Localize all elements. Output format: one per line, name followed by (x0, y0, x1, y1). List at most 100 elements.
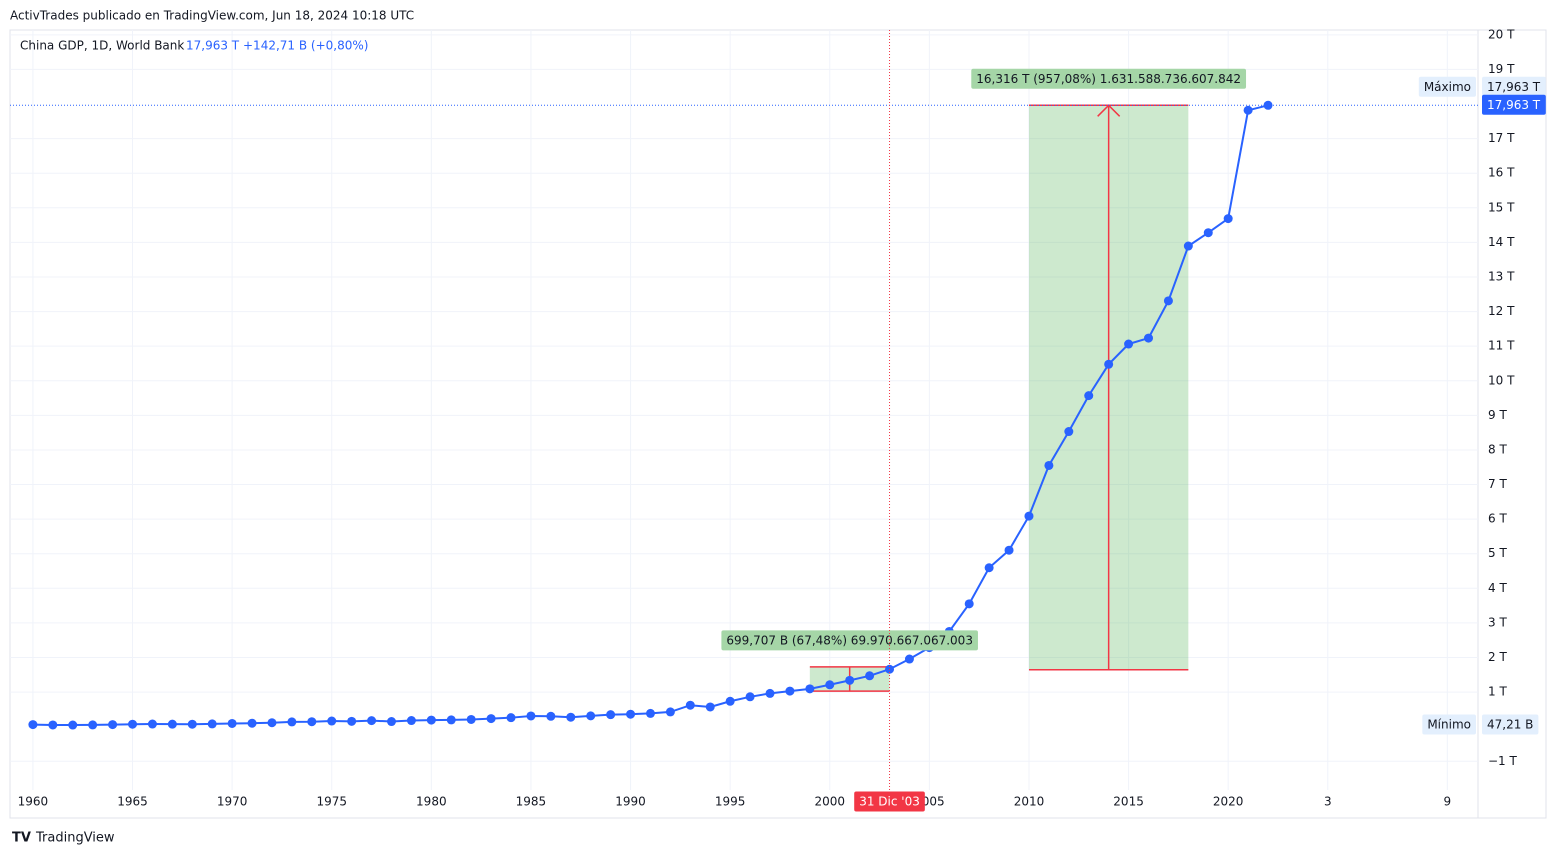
point (665, 707, 675, 717)
point (825, 680, 835, 690)
point (1064, 427, 1074, 437)
point (586, 711, 596, 721)
point (1263, 100, 1273, 110)
point (685, 700, 695, 710)
x-tick-label: 3 (1324, 795, 1332, 809)
point (745, 692, 755, 702)
y-tick-label: 6 T (1488, 512, 1507, 526)
x-tick-label: 1985 (516, 795, 547, 809)
point (865, 671, 875, 681)
x-tick-label: 1965 (117, 795, 148, 809)
max-text: Máximo (1424, 80, 1471, 94)
point (367, 716, 377, 726)
change: +142,71 B (+0,80%) (243, 39, 368, 53)
last-price-label-bg (1482, 94, 1546, 115)
y-tick-label: 13 T (1488, 269, 1515, 283)
point (88, 720, 98, 730)
chart-title: China GDP, 1D, World Bank (20, 39, 184, 53)
point (426, 715, 436, 725)
point (147, 719, 157, 729)
y-tick-label: 7 T (1488, 477, 1507, 491)
point (1223, 214, 1233, 224)
point (1243, 105, 1253, 115)
point (327, 716, 337, 726)
point (207, 719, 217, 729)
y-tick-label: 20 T (1488, 27, 1515, 41)
x-tick-label: 2020 (1213, 795, 1244, 809)
point (705, 702, 715, 712)
point (1024, 511, 1034, 521)
frame (9, 29, 1547, 819)
measure-label-bg (721, 630, 978, 651)
point (845, 675, 855, 685)
x-tick-label: 1980 (416, 795, 447, 809)
x-tick-label: 1995 (715, 795, 746, 809)
x-tick-label: 1975 (316, 795, 347, 809)
y-tick-label: 11 T (1488, 339, 1515, 353)
point (48, 720, 58, 730)
point (765, 688, 775, 698)
max-text-bg (1418, 76, 1476, 97)
min-text: Mínimo (1427, 718, 1471, 732)
crosshair-label-bg (854, 791, 925, 812)
point (1084, 391, 1094, 401)
point (68, 720, 78, 730)
point (526, 711, 536, 721)
point (984, 563, 994, 573)
point (1004, 545, 1014, 555)
crosshair-label: 31 Dic '03 (859, 795, 920, 809)
point (725, 696, 735, 706)
measure-label-bg (971, 68, 1247, 89)
y-tick-label: 12 T (1488, 304, 1515, 318)
point (506, 713, 516, 723)
plot (28, 100, 1273, 730)
point (805, 684, 815, 694)
measure-label: 16,316 T (957,08%) 1.631.588.736.607.842 (976, 72, 1241, 86)
point (1104, 359, 1114, 369)
last-value: 17,963 T (186, 39, 240, 53)
y-tick-label: 1 T (1488, 685, 1507, 699)
x-tick-label: 1960 (18, 795, 49, 809)
y-tick-label: 5 T (1488, 546, 1507, 560)
x-tick-label: 1990 (615, 795, 646, 809)
point (267, 718, 277, 728)
min-value-bg (1482, 714, 1539, 735)
point (486, 714, 496, 724)
point (1183, 241, 1193, 251)
point (546, 711, 556, 721)
y-tick-label: 9 T (1488, 408, 1507, 422)
point (167, 719, 177, 729)
footer: TradingView (35, 831, 115, 846)
point (785, 686, 795, 696)
point (904, 654, 914, 664)
point (1124, 339, 1134, 349)
y-tick-label: −1 T (1488, 754, 1518, 768)
min-value: 47,21 B (1487, 718, 1533, 732)
min-text-bg (1422, 714, 1476, 735)
y-tick-label: 3 T (1488, 615, 1507, 629)
y-tick-label: 19 T (1488, 62, 1515, 76)
point (606, 710, 616, 720)
point (964, 599, 974, 609)
point (287, 717, 297, 727)
point (1163, 296, 1173, 306)
point (1144, 333, 1154, 343)
point (1044, 460, 1054, 470)
last-price-label: 17,963 T (1487, 98, 1541, 112)
point (645, 708, 655, 718)
point (227, 718, 237, 728)
point (446, 715, 456, 725)
x-tick-label: 9 (1444, 795, 1452, 809)
x-tick-label: 2000 (814, 795, 845, 809)
point (187, 719, 197, 729)
logo: TV (12, 831, 31, 846)
max-value-bg (1482, 76, 1546, 97)
point (626, 709, 636, 719)
y-tick-label: 4 T (1488, 581, 1507, 595)
y-tick-label: 10 T (1488, 373, 1515, 387)
point (466, 714, 476, 724)
point (247, 718, 257, 728)
point (128, 719, 138, 729)
